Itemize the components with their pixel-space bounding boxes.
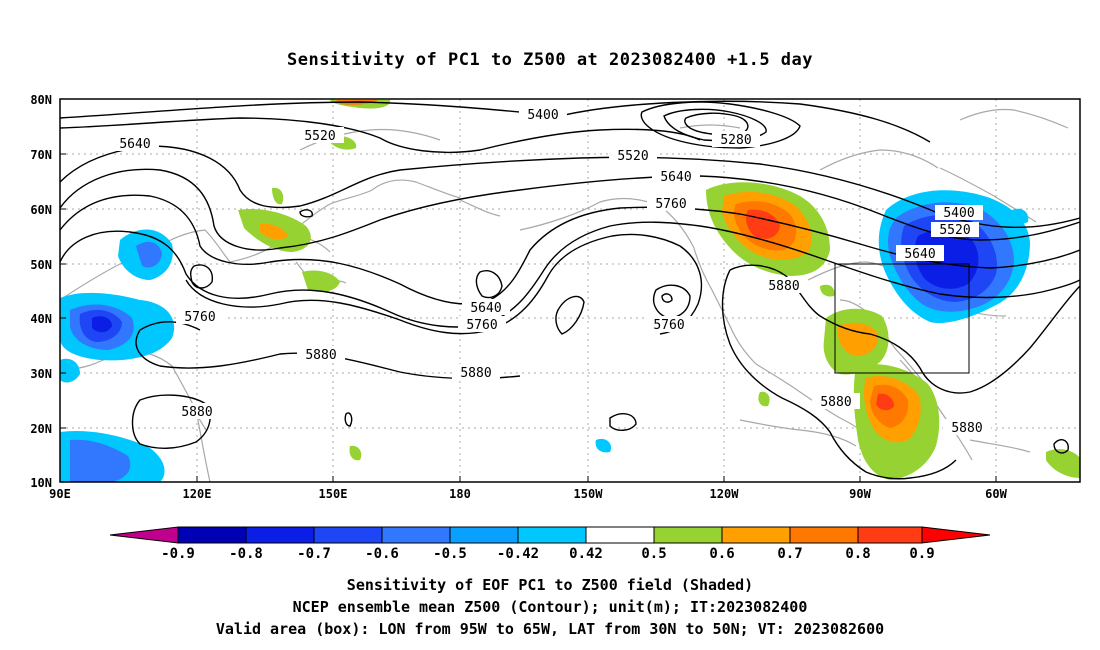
lat-label: 10N [30, 476, 52, 490]
contour-label: 5640 [119, 137, 150, 152]
tick-marks [60, 98, 997, 482]
colorbar-label: 0.42 [569, 546, 603, 562]
colorbar-low-arrow [109, 526, 179, 544]
caption-block: Sensitivity of EOF PC1 to Z500 field (Sh… [0, 574, 1100, 640]
colorbar-segment [857, 526, 923, 544]
map-frame [59, 98, 1081, 483]
contour-labels: 5400 5520 5640 5280 5520 5640 5760 5400 … [111, 106, 991, 436]
caption-shading: Sensitivity of EOF PC1 to Z500 field (Sh… [346, 576, 754, 594]
sensitivity-shading [60, 100, 1080, 482]
colorbar-segment [721, 526, 791, 544]
colorbar-label: -0.8 [229, 546, 263, 562]
colorbar: -0.9 -0.8 -0.7 -0.6 -0.5 -0.42 0.42 0.5 … [109, 526, 991, 562]
lon-label: 120W [710, 487, 740, 501]
lon-label: 150E [319, 487, 348, 501]
contour-label: 5520 [939, 223, 970, 238]
lon-label: 60W [985, 487, 1007, 501]
contour-label: 5280 [720, 133, 751, 148]
caption-contour: NCEP ensemble mean Z500 (Contour); unit(… [292, 598, 808, 616]
colorbar-label: -0.9 [161, 546, 195, 562]
colorbar-label: -0.6 [365, 546, 399, 562]
contour-label: 5640 [904, 247, 935, 262]
contour-label: 5400 [527, 108, 558, 123]
contour-label: 5880 [181, 405, 212, 420]
colorbar-segment [585, 526, 655, 544]
lat-label: 30N [30, 367, 52, 381]
colorbar-label: -0.7 [297, 546, 331, 562]
valid-area-box [834, 263, 970, 374]
colorbar-segment [517, 526, 587, 544]
colorbar-segment [313, 526, 383, 544]
contour-label: 5880 [460, 366, 491, 381]
colorbar-label: 0.8 [845, 546, 870, 562]
lat-label: 40N [30, 312, 52, 326]
colorbar-label: 0.7 [777, 546, 802, 562]
colorbar-segment [449, 526, 519, 544]
contour-label: 5640 [660, 170, 691, 185]
contour-label: 5880 [820, 395, 851, 410]
colorbar-label: 0.5 [641, 546, 666, 562]
contour-label: 5880 [305, 348, 336, 363]
colorbar-label: -0.5 [433, 546, 467, 562]
colorbar-segment [245, 526, 315, 544]
lat-label: 80N [30, 93, 52, 107]
lon-label: 120E [183, 487, 212, 501]
colorbar-high-arrow [921, 526, 991, 544]
colorbar-segment [381, 526, 451, 544]
lon-label: 150W [574, 487, 604, 501]
lat-label: 20N [30, 422, 52, 436]
contour-label: 5880 [951, 421, 982, 436]
contour-label: 5760 [184, 310, 215, 325]
map-plot-area: 5400 5520 5640 5280 5520 5640 5760 5400 … [60, 99, 1080, 482]
contour-label: 5640 [470, 301, 501, 316]
colorbar-segment [789, 526, 859, 544]
lon-label: 180 [449, 487, 471, 501]
map-title: Sensitivity of PC1 to Z500 at 2023082400… [286, 50, 813, 70]
colorbar-segment [653, 526, 723, 544]
lon-label: 90W [849, 487, 871, 501]
colorbar-label: 0.9 [909, 546, 934, 562]
contour-label: 5760 [655, 197, 686, 212]
colorbar-label: -0.42 [497, 546, 539, 562]
lat-label: 50N [30, 258, 52, 272]
contour-label: 5520 [304, 129, 335, 144]
colorbar-segment [177, 526, 247, 544]
lat-label: 70N [30, 148, 52, 162]
contour-label: 5520 [617, 149, 648, 164]
contour-label: 5880 [768, 279, 799, 294]
caption-valid-area: Valid area (box): LON from 95W to 65W, L… [215, 620, 885, 638]
latitude-labels: 80N 70N 60N 50N 40N 30N 20N 10N [30, 93, 52, 490]
longitude-labels: 90E 120E 150E 180 150W 120W 90W 60W [49, 487, 1007, 501]
contour-label: 5760 [653, 318, 684, 333]
lon-label: 90E [49, 487, 71, 501]
lat-label: 60N [30, 203, 52, 217]
contour-label: 5760 [466, 318, 497, 333]
contour-label: 5400 [943, 206, 974, 221]
colorbar-label: 0.6 [709, 546, 734, 562]
